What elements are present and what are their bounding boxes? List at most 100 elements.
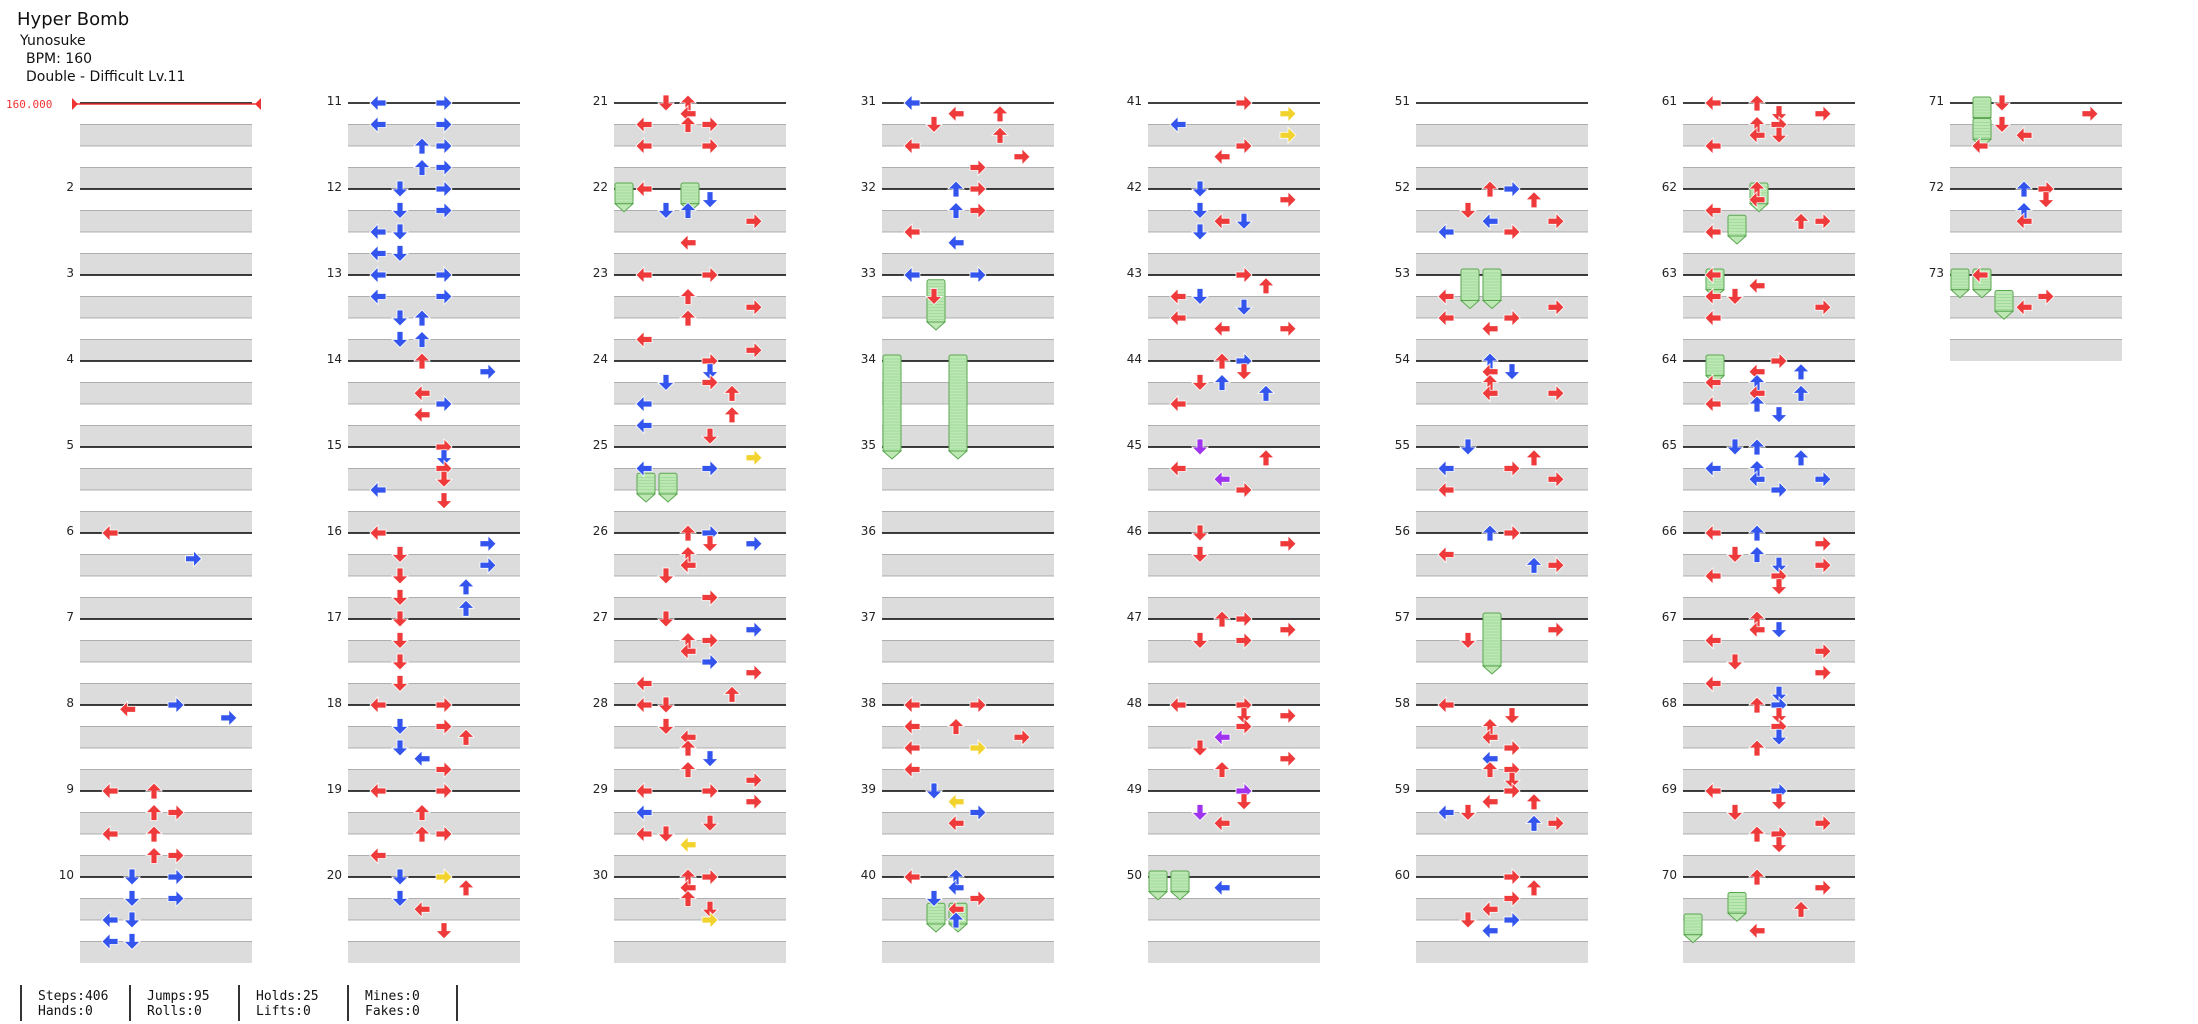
down-arrow-icon bbox=[925, 288, 943, 306]
right-arrow-icon bbox=[745, 212, 763, 231]
hold-note bbox=[947, 354, 969, 460]
right-arrow-icon bbox=[701, 459, 719, 478]
right-arrow-icon bbox=[969, 696, 987, 714]
hold-body bbox=[1148, 870, 1168, 893]
beat-band bbox=[1148, 425, 1320, 447]
beat-band bbox=[614, 339, 786, 361]
left-arrow-icon bbox=[1169, 287, 1187, 306]
hold-note bbox=[1704, 354, 1726, 385]
right-arrow-icon bbox=[969, 158, 987, 177]
left-arrow-icon bbox=[413, 749, 431, 768]
measure-label: 5 bbox=[66, 438, 74, 452]
beat-band bbox=[1148, 339, 1320, 361]
measure-label: 6 bbox=[66, 524, 74, 538]
up-arrow-icon bbox=[413, 825, 431, 843]
hold-note bbox=[1682, 913, 1704, 944]
measure-18 bbox=[348, 704, 520, 791]
beat-band bbox=[1416, 382, 1588, 404]
beat-band bbox=[348, 812, 520, 834]
right-arrow-icon bbox=[701, 137, 719, 155]
up-arrow-icon bbox=[1792, 449, 1810, 467]
beat-band bbox=[80, 339, 252, 361]
right-arrow-icon bbox=[1235, 481, 1253, 499]
right-arrow-icon bbox=[745, 298, 763, 317]
beat-band bbox=[1683, 124, 1855, 146]
beat-band bbox=[614, 210, 786, 232]
measure-label: 54 bbox=[1395, 352, 1410, 366]
beat-band bbox=[882, 511, 1054, 533]
measure-label: 48 bbox=[1127, 696, 1142, 710]
beat-band bbox=[80, 511, 252, 533]
up-arrow-icon bbox=[1748, 524, 1766, 542]
right-arrow-icon bbox=[1503, 223, 1521, 241]
right-arrow-icon bbox=[701, 588, 719, 607]
left-arrow-icon bbox=[101, 932, 119, 951]
down-arrow-icon bbox=[123, 911, 141, 929]
right-arrow-icon bbox=[1503, 180, 1521, 198]
beat-band bbox=[1683, 769, 1855, 791]
measure-40 bbox=[882, 876, 1054, 963]
left-arrow-icon bbox=[369, 244, 387, 263]
down-arrow-icon bbox=[657, 696, 675, 714]
measure-41 bbox=[1148, 102, 1320, 189]
left-arrow-icon bbox=[1748, 190, 1766, 209]
bpm-marker-start-tick bbox=[72, 98, 78, 110]
measure-label: 18 bbox=[327, 696, 342, 710]
left-arrow-icon bbox=[635, 266, 653, 284]
down-arrow-icon bbox=[435, 449, 453, 467]
left-arrow-icon bbox=[369, 782, 387, 800]
measure-68 bbox=[1683, 704, 1855, 791]
beat-band bbox=[614, 941, 786, 963]
up-arrow-icon bbox=[947, 717, 965, 735]
right-arrow-icon bbox=[220, 708, 238, 727]
beat-band bbox=[882, 468, 1054, 490]
right-arrow-icon bbox=[1503, 782, 1521, 800]
measure-label: 69 bbox=[1662, 782, 1677, 796]
right-arrow-icon bbox=[745, 620, 763, 639]
right-arrow-icon bbox=[969, 803, 987, 822]
measure-label: 37 bbox=[861, 610, 876, 624]
beat-band bbox=[80, 382, 252, 404]
beat-band bbox=[80, 898, 252, 920]
left-arrow-icon bbox=[1748, 921, 1766, 940]
right-arrow-icon bbox=[1235, 610, 1253, 628]
right-arrow-icon bbox=[701, 631, 719, 650]
down-arrow-icon bbox=[1726, 653, 1744, 671]
left-arrow-icon bbox=[635, 696, 653, 714]
measure-59 bbox=[1416, 790, 1588, 877]
left-arrow-icon bbox=[369, 524, 387, 542]
beat-band bbox=[1416, 898, 1588, 920]
right-arrow-icon bbox=[167, 889, 185, 908]
left-arrow-icon bbox=[635, 782, 653, 800]
beat-band bbox=[348, 339, 520, 361]
stat-fakes: Fakes:0 bbox=[365, 1004, 420, 1019]
right-arrow-icon bbox=[1547, 814, 1565, 833]
left-arrow-icon bbox=[1169, 459, 1187, 478]
down-arrow-icon bbox=[925, 782, 943, 800]
left-arrow-icon bbox=[903, 94, 921, 112]
left-arrow-icon bbox=[101, 911, 119, 929]
hold-note bbox=[1726, 892, 1748, 922]
down-arrow-icon bbox=[1235, 363, 1253, 381]
measure-27 bbox=[614, 618, 786, 705]
up-arrow-icon bbox=[2015, 180, 2033, 198]
hold-tail bbox=[1949, 289, 1971, 299]
right-arrow-icon bbox=[435, 395, 453, 413]
measure-10 bbox=[80, 876, 252, 963]
beat-band bbox=[1683, 382, 1855, 404]
beat-band bbox=[614, 296, 786, 318]
right-arrow-icon bbox=[701, 911, 719, 929]
down-arrow-icon bbox=[925, 890, 943, 908]
hold-note bbox=[1147, 870, 1169, 901]
measure-22 bbox=[614, 188, 786, 275]
down-arrow-icon bbox=[701, 191, 719, 209]
right-arrow-icon bbox=[1814, 212, 1832, 231]
beat-band bbox=[1950, 124, 2122, 146]
right-arrow-icon bbox=[435, 266, 453, 284]
right-arrow-icon bbox=[1814, 663, 1832, 682]
right-arrow-icon bbox=[701, 115, 719, 134]
measure-48 bbox=[1148, 704, 1320, 791]
right-arrow-icon bbox=[1235, 266, 1253, 284]
beat-band bbox=[1416, 425, 1588, 447]
up-arrow-icon bbox=[1792, 900, 1810, 918]
